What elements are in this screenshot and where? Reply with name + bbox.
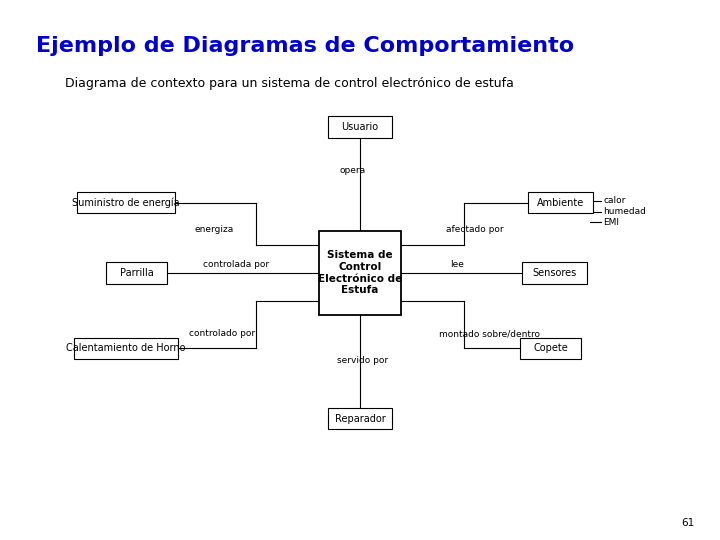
FancyBboxPatch shape [107, 262, 167, 284]
Text: Copete: Copete [534, 343, 568, 353]
Text: Calentamiento de Horno: Calentamiento de Horno [66, 343, 186, 353]
FancyBboxPatch shape [319, 231, 402, 314]
Text: Suministro de energía: Suministro de energía [72, 197, 180, 208]
Text: humedad: humedad [603, 207, 647, 216]
FancyBboxPatch shape [73, 338, 179, 359]
Text: Ejemplo de Diagramas de Comportamiento: Ejemplo de Diagramas de Comportamiento [36, 36, 574, 56]
Text: montado sobre/dentro: montado sobre/dentro [439, 329, 540, 338]
Text: afectado por: afectado por [446, 225, 504, 234]
Text: energiza: energiza [195, 225, 234, 234]
FancyBboxPatch shape [522, 262, 587, 284]
Text: Sensores: Sensores [532, 268, 577, 278]
FancyBboxPatch shape [521, 338, 582, 359]
Text: Diagrama de contexto para un sistema de control electrónico de estufa: Diagrama de contexto para un sistema de … [65, 77, 513, 90]
Text: EMI: EMI [603, 218, 619, 227]
Text: lee: lee [450, 260, 464, 269]
Text: opera: opera [340, 166, 366, 174]
Text: controlado por: controlado por [189, 329, 255, 338]
Text: Reparador: Reparador [335, 414, 385, 423]
FancyBboxPatch shape [528, 192, 593, 213]
FancyBboxPatch shape [328, 116, 392, 138]
Text: servido por: servido por [337, 356, 388, 364]
FancyBboxPatch shape [328, 408, 392, 429]
FancyBboxPatch shape [78, 192, 174, 213]
Text: controlada por: controlada por [203, 260, 269, 269]
Text: Parrilla: Parrilla [120, 268, 153, 278]
Text: Ambiente: Ambiente [536, 198, 584, 207]
Text: Usuario: Usuario [341, 122, 379, 132]
Text: Sistema de
Control
Electrónico de
Estufa: Sistema de Control Electrónico de Estufa [318, 251, 402, 295]
Text: 61: 61 [682, 518, 695, 528]
Text: calor: calor [603, 197, 626, 205]
